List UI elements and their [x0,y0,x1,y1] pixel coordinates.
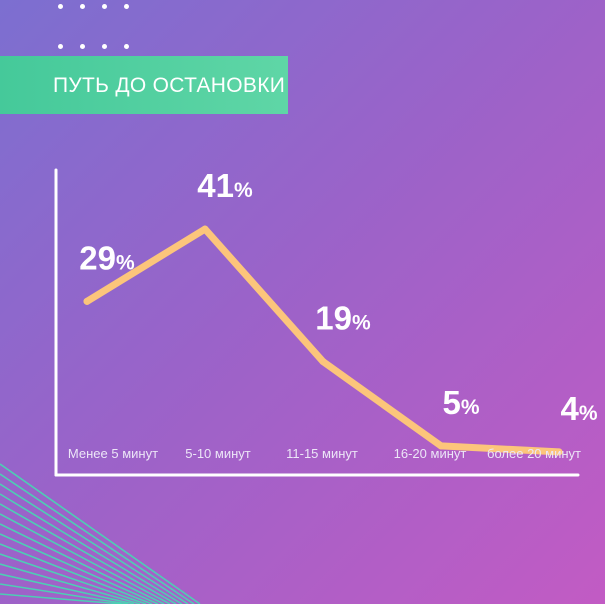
decor-stripe [0,493,183,604]
decor-stripe [0,503,177,604]
decor-dot [58,44,63,49]
data-label: 4% [560,390,597,427]
decor-stripe [0,553,147,604]
decor-stripe [0,543,153,604]
data-point [319,358,327,366]
decor-dot [102,4,107,9]
data-point [555,448,563,456]
decor-stripe [0,483,189,604]
data-label: 19% [315,300,371,337]
data-point [437,442,445,450]
decor-stripe [0,533,159,604]
decor-dots [54,0,144,54]
decor-dot [102,44,107,49]
decor-dot [80,44,85,49]
data-label: 29% [79,239,135,276]
data-label: 5% [442,384,479,421]
decor-stripe [0,593,123,604]
chart-title: ПУТЬ ДО ОСТАНОВКИ [53,74,286,97]
x-tick-label: Менее 5 минут [68,446,158,461]
x-tick-label: 16-20 минут [394,446,467,461]
decor-stripe [0,473,195,604]
decor-stripe [0,463,201,604]
decor-stripe [0,583,129,604]
decor-stripe [0,523,165,604]
decor-dot [80,4,85,9]
data-point [201,225,209,233]
decor-dot [58,4,63,9]
x-tick-label: 5-10 минут [185,446,251,461]
title-banner: ПУТЬ ДО ОСТАНОВКИ [0,56,288,114]
series-line [83,225,563,456]
data-label: 41% [197,167,253,204]
decor-dot [124,44,129,49]
x-tick-label: более 20 минут [487,446,581,461]
decor-chevron-pattern [0,463,201,604]
decor-stripe [0,513,171,604]
x-tick-label: 11-15 минут [286,446,358,461]
decor-stripe [0,563,141,604]
decor-dot [124,4,129,9]
data-point [83,297,91,305]
decor-stripe [0,573,135,604]
